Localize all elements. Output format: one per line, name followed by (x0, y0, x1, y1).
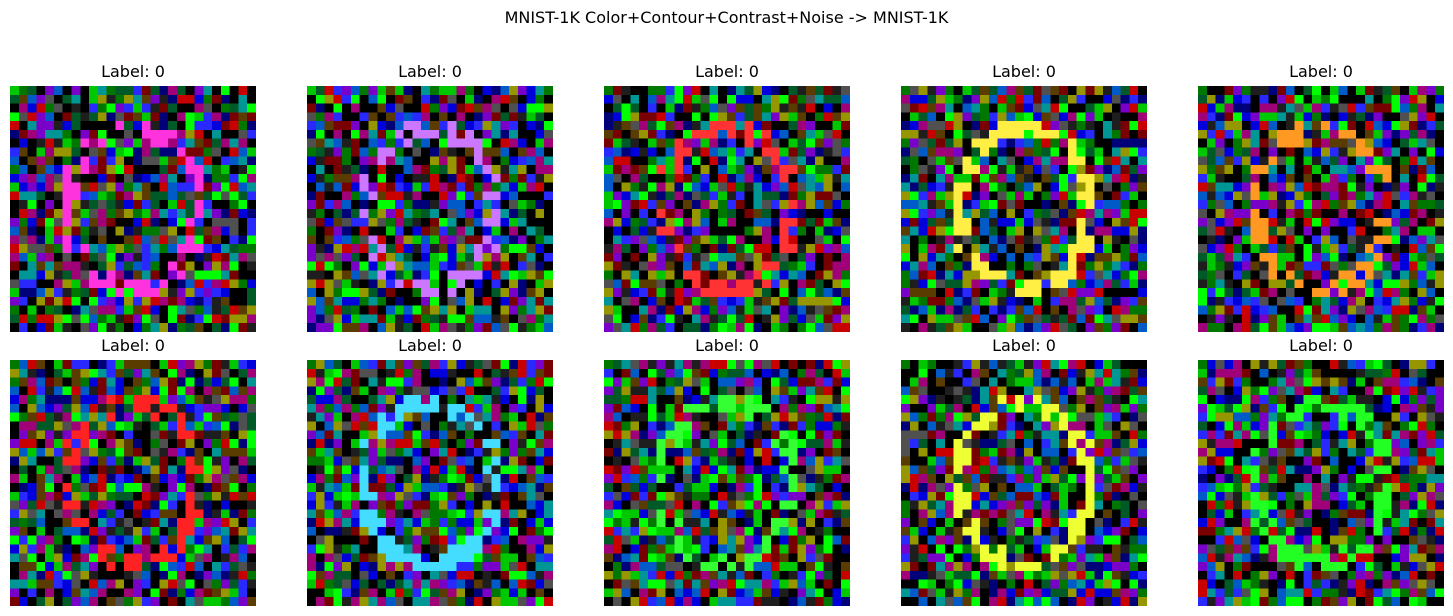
image-panel: Label: 0 (1198, 62, 1444, 332)
noise-digit-image (307, 360, 553, 606)
image-panel: Label: 0 (10, 336, 256, 606)
image-panel: Label: 0 (901, 336, 1147, 606)
image-panel: Label: 0 (901, 62, 1147, 332)
panel-label: Label: 0 (101, 336, 165, 355)
panel-label: Label: 0 (695, 62, 759, 81)
image-panel: Label: 0 (307, 336, 553, 606)
panel-label: Label: 0 (992, 336, 1056, 355)
image-panel: Label: 0 (604, 62, 850, 332)
noise-digit-image (10, 86, 256, 332)
panel-label: Label: 0 (1289, 336, 1353, 355)
panel-label: Label: 0 (398, 336, 462, 355)
noise-digit-image (10, 360, 256, 606)
noise-digit-image (1198, 360, 1444, 606)
noise-digit-image (901, 360, 1147, 606)
panel-label: Label: 0 (992, 62, 1056, 81)
noise-digit-image (307, 86, 553, 332)
noise-digit-image (604, 86, 850, 332)
panel-label: Label: 0 (398, 62, 462, 81)
noise-digit-image (901, 86, 1147, 332)
noise-digit-image (604, 360, 850, 606)
image-panel: Label: 0 (307, 62, 553, 332)
image-panel: Label: 0 (10, 62, 256, 332)
figure-title: MNIST-1K Color+Contour+Contrast+Noise ->… (504, 8, 949, 27)
image-panel: Label: 0 (604, 336, 850, 606)
noise-digit-image (1198, 86, 1444, 332)
panel-label: Label: 0 (101, 62, 165, 81)
panel-label: Label: 0 (1289, 62, 1353, 81)
panel-label: Label: 0 (695, 336, 759, 355)
image-panel: Label: 0 (1198, 336, 1444, 606)
